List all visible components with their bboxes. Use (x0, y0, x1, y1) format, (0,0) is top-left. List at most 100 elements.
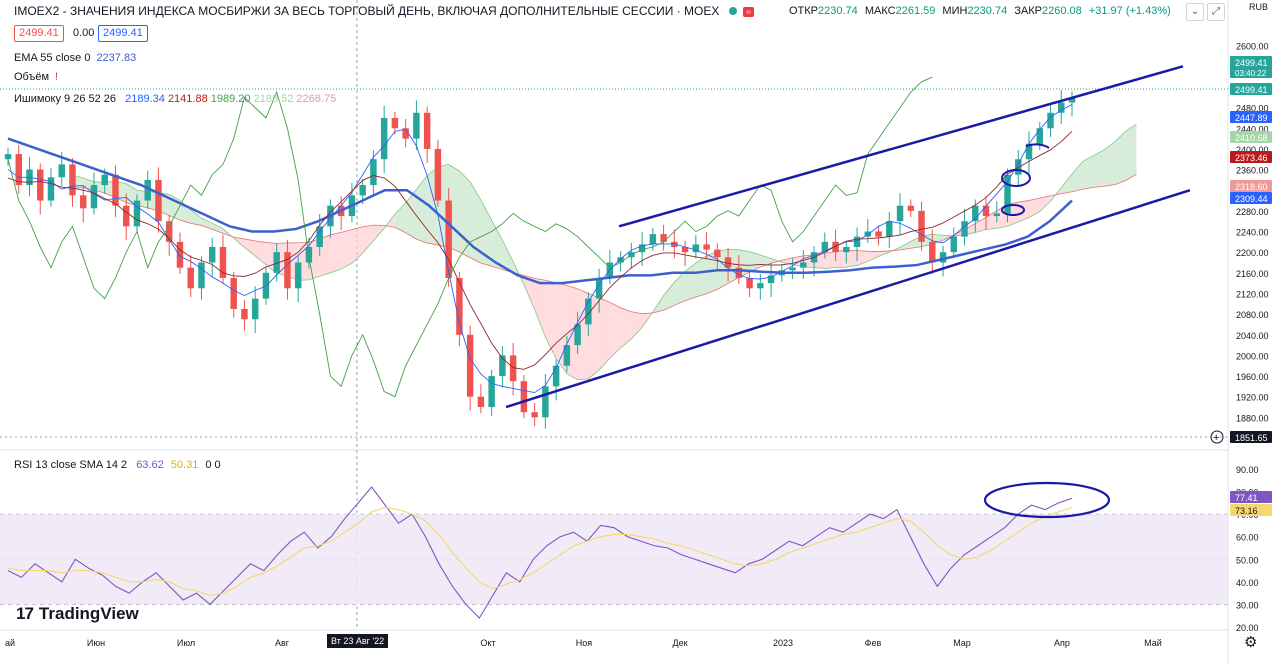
candle-body (122, 205, 130, 227)
plus-icon (1210, 430, 1224, 444)
candle-body (520, 381, 528, 413)
cloud-segment (545, 280, 557, 359)
rsi-sma-value: 50.31 (170, 459, 199, 471)
time-scale[interactable]: ай Июн Июл Авг Окт Ноя Дек 2023 Фев Мар Апр Май (5, 638, 1162, 648)
candle-body (638, 244, 646, 253)
candle-body (574, 324, 581, 346)
price-tag-box (1230, 180, 1272, 192)
countdown-label: 03:40:22 (1235, 69, 1267, 78)
price-tag-box (1230, 131, 1272, 143)
candle-body (359, 185, 366, 196)
cloud-segment (706, 251, 718, 294)
chevron-down-icon[interactable]: ⌄ (1186, 3, 1204, 21)
candle-body (972, 205, 979, 222)
buy-button[interactable]: 2499.41 (98, 25, 148, 42)
price-tag-label: 1851.65 (1235, 433, 1268, 443)
ichimoku-span-a: 2188.52 (253, 93, 294, 105)
candle-body (37, 169, 44, 201)
candle-body (402, 128, 409, 139)
gear-icon[interactable]: ⚙ (1244, 634, 1258, 651)
candle-body (875, 231, 882, 237)
price-tag-box (1230, 83, 1272, 95)
candle-body (101, 174, 108, 186)
candle-body (230, 277, 237, 309)
candle-body (380, 117, 388, 160)
cloud-segment (900, 241, 911, 250)
tradingview-logo[interactable]: 17 TradingView (16, 604, 139, 624)
cloud-segment (502, 239, 514, 273)
candle-body (466, 334, 474, 397)
cloud-segment (599, 298, 610, 370)
candle-body (1058, 102, 1065, 113)
candle-body (241, 308, 248, 320)
candle-body (703, 244, 710, 250)
span-b-line (72, 173, 1137, 315)
rsi-tick-label: 30.00 (1236, 600, 1259, 610)
rsi-annotation-ellipse (983, 481, 1111, 519)
price-scale[interactable]: 1880.00 1920.00 1960.00 2000.00 2040.00 2080.… (1210, 42, 1272, 633)
maximize-icon[interactable]: ⤢ (1207, 3, 1225, 21)
price-tick-label: 2200.00 (1236, 248, 1269, 258)
candle-body (370, 159, 377, 186)
candle-body (1025, 143, 1033, 160)
candle-body (413, 112, 420, 139)
time-tick-label: 2023 (773, 638, 793, 648)
candle-body (488, 376, 495, 408)
volume-legend[interactable]: Объём! (14, 71, 58, 83)
cloud-segment (190, 209, 202, 226)
candle-body (509, 355, 517, 382)
tenkan-line (7, 103, 1073, 394)
rsi-tag-box (1230, 504, 1272, 516)
candle-body (198, 262, 205, 289)
candle-body (929, 241, 936, 263)
candle-body (950, 236, 958, 253)
annotation-ellipse (1001, 204, 1025, 216)
time-tick-label: Июн (87, 638, 105, 648)
cloud-segment (362, 225, 374, 254)
ichimoku-legend[interactable]: Ишимоку 9 26 52 26 2189.34 2141.88 1989.… (14, 93, 336, 105)
candle-body (939, 252, 947, 263)
cloud-segment (835, 250, 847, 268)
high-label: МАКС (864, 5, 896, 17)
channel-lower-line (505, 189, 1191, 409)
candle-body (821, 241, 829, 253)
cloud-segment (179, 200, 191, 224)
currency-label[interactable]: RUB (1248, 2, 1268, 12)
candle-body (391, 117, 399, 129)
kijun-line (7, 130, 1073, 370)
rsi-legend[interactable]: RSI 13 close SMA 14 2 63.62 50.31 0 0 (14, 459, 221, 471)
ema-legend[interactable]: EMA 55 close 0 2237.83 (14, 52, 136, 64)
candle-body (531, 412, 538, 418)
user-drawings[interactable] (505, 65, 1191, 519)
price-tick-label: 2240.00 (1236, 228, 1269, 238)
market-status-dot (728, 7, 737, 15)
candle-body (499, 355, 506, 377)
price-tag-label: 2309.44 (1235, 194, 1268, 204)
candle-body (746, 277, 753, 289)
rsi-value: 63.62 (136, 459, 164, 471)
candle-body (907, 205, 915, 211)
plus-icon-glyph: + (1213, 432, 1219, 444)
symbol-title[interactable]: IMOEX2 - ЗНАЧЕНИЯ ИНДЕКСА МОСБИРЖИ ЗА ВЕ… (14, 4, 720, 18)
rsi-name: RSI 13 close SMA 14 2 (14, 459, 128, 471)
candle-body (853, 236, 861, 247)
cloud-segment (631, 311, 643, 339)
candle-body (724, 257, 732, 268)
time-tick-label: Фев (865, 638, 882, 648)
cloud-segment (685, 262, 696, 301)
candle-body (445, 200, 452, 278)
price-tag-label: 2373.46 (1235, 153, 1268, 163)
cloud-segment (1093, 149, 1105, 188)
time-tick-label: Окт (480, 638, 495, 648)
candle-body (542, 386, 549, 418)
low-label: МИН (942, 5, 968, 17)
cloud-segment (351, 226, 363, 264)
cloud-segment (341, 229, 352, 270)
sell-button[interactable]: 2499.41 (14, 25, 64, 42)
candle-body (617, 257, 624, 263)
candle-body (886, 221, 893, 237)
cloud-segment (480, 200, 492, 267)
candle-body (714, 249, 721, 258)
rsi-tick-label: 90.00 (1236, 465, 1259, 475)
